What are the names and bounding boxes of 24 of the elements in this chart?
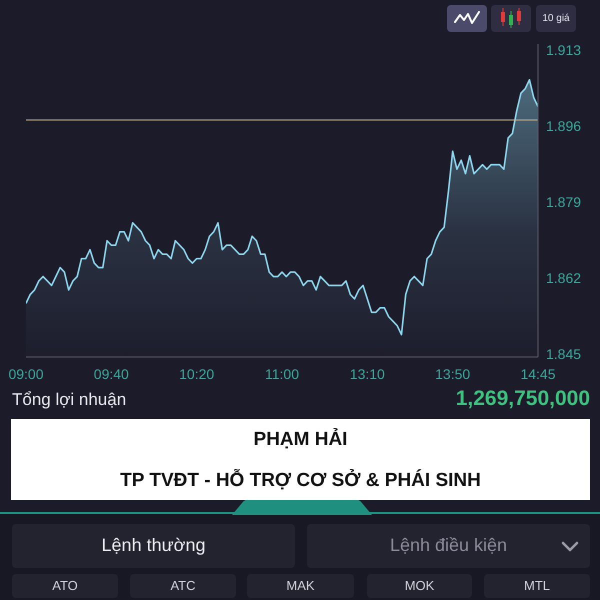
text: MAK xyxy=(286,578,315,594)
text: PHẠM HẢI xyxy=(254,428,348,450)
x-tick-label: 11:00 xyxy=(265,366,300,382)
text: Tổng lợi nhuận xyxy=(12,390,126,410)
text: Lệnh điều kiện xyxy=(390,535,508,556)
x-tick-label: 13:50 xyxy=(435,366,470,382)
text: 1,269,750,000 xyxy=(456,387,590,411)
text: ATO xyxy=(52,578,78,594)
y-tick-label: 1.845 xyxy=(546,346,582,362)
y-tick-label: 1.862 xyxy=(546,270,582,286)
y-tick-label: 1.879 xyxy=(546,194,582,210)
text: 10 giá xyxy=(542,13,570,24)
text: Lệnh thường xyxy=(102,535,206,556)
y-tick-label: 1.913 xyxy=(546,42,582,58)
text: MOK xyxy=(404,578,434,594)
x-tick-label: 13:10 xyxy=(350,366,386,382)
text: TP TVĐT - HỖ TRỢ CƠ SỞ & PHÁI SINH xyxy=(120,470,481,492)
x-tick-label: 09:40 xyxy=(94,366,130,382)
y-tick-label: 1.896 xyxy=(546,118,582,134)
x-tick-label: 10:20 xyxy=(179,366,214,382)
x-tick-label: 09:00 xyxy=(8,366,44,382)
x-tick-label: 14:45 xyxy=(520,366,556,382)
text: MTL xyxy=(524,578,550,594)
text: ATC xyxy=(170,578,196,594)
